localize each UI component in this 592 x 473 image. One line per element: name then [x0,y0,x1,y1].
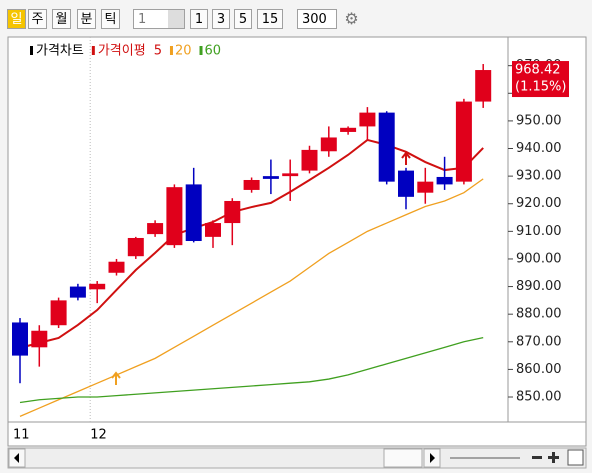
candle-body [31,330,48,348]
period-button[interactable]: 주 [28,9,47,29]
y-tick-label: 850.00 [516,390,562,405]
candle-body [89,283,106,290]
interval-button[interactable]: 15 [257,9,283,29]
x-tick-label: 11 [13,428,30,443]
signal-arrow [111,371,121,385]
y-tick-label: 930.00 [516,169,562,184]
candle-body [50,300,67,326]
dropdown-arrow [168,10,184,28]
legend-marker [91,46,95,55]
zoom-out[interactable] [532,456,542,459]
dropdown[interactable]: 1 [133,9,185,29]
x-tick-label: 12 [90,428,107,443]
candle-body [166,187,183,246]
settings-icon[interactable]: ⚙ [344,9,359,28]
candle-body [282,173,299,177]
candle-body [224,200,241,224]
scroll-thumb[interactable] [383,448,423,468]
legend-label: 60 [205,44,222,59]
candle-body [417,181,434,193]
y-tick-label: 870.00 [516,334,562,349]
last-price: 968.42 [515,63,561,78]
ma-line [19,178,484,417]
arrow-icon [430,453,435,463]
candle-body [185,184,202,242]
legend-marker [199,46,203,55]
candle-body [108,261,125,273]
legend-label: 가격차트 [36,44,84,59]
interval-button[interactable]: 3 [212,9,230,29]
arrow-icon [14,453,19,463]
period-button[interactable]: 월 [52,9,71,29]
y-tick-label: 950.00 [516,113,562,128]
period-button[interactable]: 분 [77,9,96,29]
y-tick-label: 920.00 [516,196,562,211]
candle-body [436,176,453,185]
interval-button[interactable]: 1 [190,9,208,29]
legend-label: 가격이평 [98,44,146,59]
dropdown-value: 1 [138,12,147,27]
count-input[interactable]: 300 [297,9,337,29]
y-tick-label: 900.00 [516,251,562,266]
candle-body [262,176,279,179]
legend-label: 5 [154,44,162,59]
period-button[interactable]: 일 [7,9,26,29]
candle-body [205,223,221,237]
legend-marker [169,46,173,55]
candle-body [475,70,492,102]
candle-body [12,322,28,356]
chart-type-button[interactable] [567,449,584,466]
candle-body [359,112,376,127]
legend-label: 20 [175,44,192,59]
x-axis-panel [7,421,587,447]
candle-body [69,286,86,298]
candle-body [378,112,395,182]
y-tick-label: 940.00 [516,141,562,156]
candle-body [340,127,357,132]
y-tick-label: 880.00 [516,307,562,322]
scrollbar[interactable] [7,447,587,469]
zoom-in[interactable] [548,452,559,463]
candle-body [147,223,164,235]
period-button[interactable]: 틱 [101,9,120,29]
candle-body [455,101,472,182]
chart-panel [7,36,587,423]
signal-arrow [401,151,411,165]
interval-button[interactable]: 5 [234,9,252,29]
candle-body [243,179,260,190]
y-tick-label: 890.00 [516,279,562,294]
ma-line [19,337,484,404]
y-tick-label: 910.00 [516,224,562,239]
y-tick-label: 860.00 [516,362,562,377]
price-label-box [512,61,569,98]
legend-marker [30,46,33,55]
candle-body [320,137,337,152]
candle-body [398,170,414,197]
candle-body [301,149,318,171]
candle-body [127,237,144,257]
change-label: (1.15%) [515,80,566,95]
